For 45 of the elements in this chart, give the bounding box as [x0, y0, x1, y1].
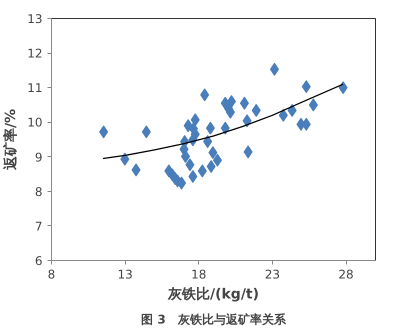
point: [200, 88, 210, 102]
point: [190, 113, 200, 126]
point: [203, 135, 212, 148]
point: [206, 122, 215, 135]
y-tick-label: 11: [27, 81, 43, 96]
point: [302, 118, 311, 131]
point: [198, 164, 207, 178]
point: [99, 125, 108, 138]
y-tick-label: 7: [34, 219, 43, 234]
point: [244, 145, 253, 158]
point: [270, 62, 279, 76]
y-tick-label: 8: [34, 184, 43, 199]
y-tick-label: 13: [27, 12, 43, 26]
point: [288, 104, 297, 117]
point: [220, 122, 230, 135]
y-axis-title: 返矿率/%: [2, 108, 20, 172]
point: [206, 160, 216, 173]
x-tick-label: 18: [191, 268, 206, 282]
point: [308, 98, 318, 112]
y-tick-label: 9: [34, 150, 43, 164]
point: [120, 152, 130, 166]
point: [338, 81, 348, 94]
point: [302, 80, 311, 94]
point: [242, 114, 252, 128]
point: [240, 96, 249, 110]
point: [208, 146, 218, 160]
x-tick-label: 8: [48, 268, 56, 282]
point: [177, 176, 186, 190]
text: 图 3 灰铁比与返矿率关系: [141, 312, 287, 326]
y-tick-label: 12: [27, 46, 43, 61]
x-axis-title: 灰铁比/(kg/t): [166, 286, 260, 302]
point: [226, 94, 236, 108]
x-tick-label: 28: [338, 268, 354, 282]
x-tick-label: 23: [264, 268, 280, 282]
point: [132, 163, 141, 176]
y-tick-label: 10: [27, 116, 43, 130]
x-tick-label: 13: [118, 268, 133, 282]
point: [185, 158, 194, 172]
y-tick-label: 6: [34, 254, 43, 268]
point: [212, 154, 222, 167]
point: [252, 104, 261, 117]
point: [188, 170, 198, 183]
point: [278, 108, 288, 122]
point: [181, 150, 190, 163]
point: [142, 125, 151, 138]
